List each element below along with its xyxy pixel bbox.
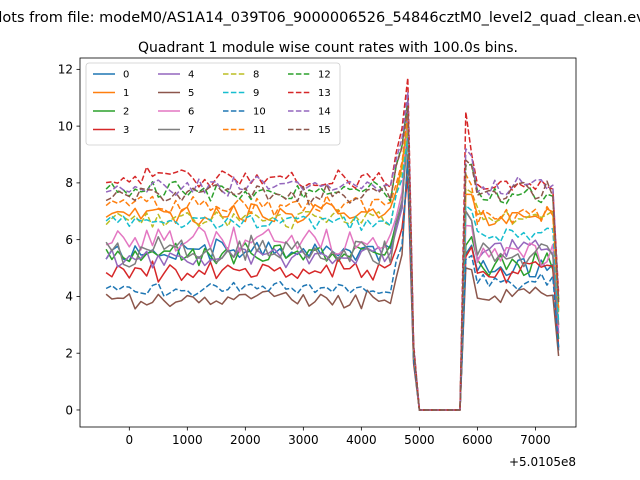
y-tick-label: 10 [58, 119, 73, 133]
legend-label-13: 13 [318, 88, 331, 99]
x-tick-label: 6000 [462, 433, 493, 447]
legend-label-0: 0 [123, 70, 129, 81]
legend-label-11: 11 [253, 125, 266, 136]
axes-frame [79, 57, 577, 428]
series-lines [105, 77, 560, 411]
legend-label-12: 12 [318, 70, 331, 81]
legend-box [85, 62, 341, 146]
y-tick-label: 12 [58, 63, 73, 77]
x-tick-label: 2000 [230, 433, 261, 447]
x-tick-label: 5000 [404, 433, 435, 447]
legend-label-2: 2 [123, 107, 129, 118]
legend-label-4: 4 [188, 70, 194, 81]
x-tick-label: 7000 [520, 433, 551, 447]
series-line-1 [105, 116, 560, 411]
series-line-3 [105, 176, 560, 411]
series-line-7 [105, 136, 560, 411]
series-line-12 [105, 99, 560, 411]
y-tick-label: 4 [65, 290, 73, 304]
series-line-6 [105, 119, 560, 411]
chart-title: Quadrant 1 module wise count rates with … [138, 40, 518, 56]
legend-label-1: 1 [123, 88, 129, 99]
series-line-9 [105, 136, 560, 411]
x-tick-label: 1000 [172, 433, 203, 447]
x-axis-offset-label: +5.0105e8 [509, 455, 576, 469]
x-tick-label: 0 [125, 433, 133, 447]
legend-label-15: 15 [318, 125, 331, 136]
series-line-10 [105, 159, 560, 411]
y-tick-label: 8 [65, 176, 73, 190]
series-line-2 [105, 111, 560, 411]
series-line-11 [105, 114, 560, 411]
series-line-0 [105, 125, 560, 411]
y-tick-label: 6 [65, 233, 73, 247]
legend-label-5: 5 [188, 88, 194, 99]
legend-label-14: 14 [318, 107, 331, 118]
series-line-5 [105, 153, 560, 411]
figure-suptitle: Plots from file: modeM0/AS1A14_039T06_90… [0, 10, 640, 26]
series-line-13 [105, 77, 560, 411]
legend-label-3: 3 [123, 125, 129, 136]
legend-label-8: 8 [253, 70, 259, 81]
series-line-15 [105, 105, 560, 411]
legend-label-6: 6 [188, 107, 194, 118]
x-tick-label: 4000 [346, 433, 377, 447]
legend-label-7: 7 [188, 125, 194, 136]
y-tick-label: 0 [65, 403, 73, 417]
legend-label-10: 10 [253, 107, 266, 118]
series-line-14 [105, 91, 560, 411]
legend-label-9: 9 [253, 88, 259, 99]
x-tick-label: 3000 [288, 433, 319, 447]
y-tick-label: 2 [65, 347, 73, 361]
series-line-8 [105, 125, 560, 411]
